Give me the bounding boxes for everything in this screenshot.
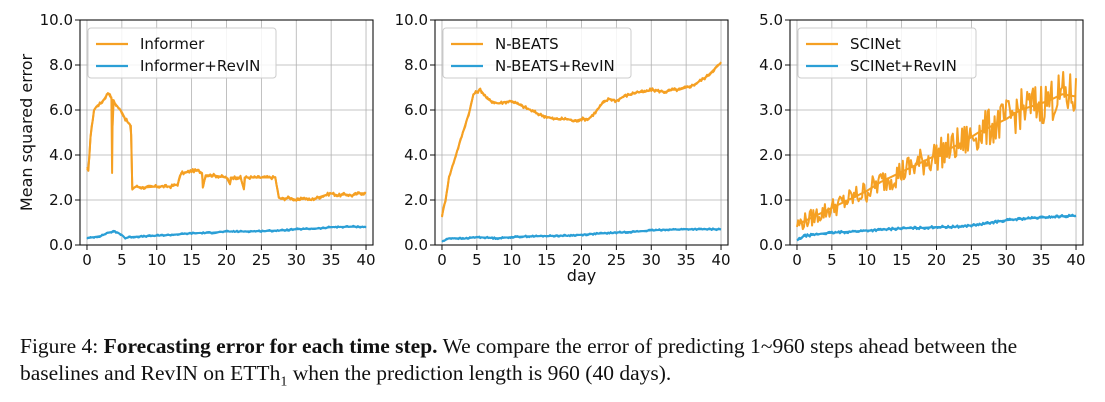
chart-panel-3: 0 5 10 15 20 25 30 35 40 0.0 1.0 2.0 3.0 4.0 5.0 SCINet…	[759, 11, 1085, 269]
chart-panel-1: 0 5 10 15 20 25 30 35 40 0.0 2.0 4.0 6.0 8.0 10.0 Mean …	[17, 11, 376, 269]
x-tick-label: 35	[1032, 251, 1051, 269]
legend-label-1: Informer	[140, 35, 205, 53]
x-tick-label: 25	[607, 251, 626, 269]
caption-title: Forecasting error for each time step.	[103, 334, 438, 358]
figure-caption: Figure 4: Forecasting error for each tim…	[20, 333, 1095, 395]
legend-box	[797, 27, 977, 79]
legend-box	[87, 27, 277, 79]
x-tick-label: 30	[997, 251, 1016, 269]
y-tick-label: 4.0	[759, 56, 783, 74]
chart-panel-2: 0 5 10 15 20 25 30 35 40 0.0 2.0 4.0 6.0 8.0 10.0 day N-…	[395, 11, 731, 285]
series-anchor-line-1	[796, 93, 1077, 226]
legend-label-2: N-BEATS+RevIN	[495, 57, 615, 75]
x-tick-label: 15	[892, 251, 911, 269]
x-tick-label: 35	[677, 251, 696, 269]
y-tick-label: 3.0	[759, 101, 783, 119]
x-tick-label: 40	[1066, 251, 1085, 269]
series-anchor-line-2	[441, 228, 721, 243]
caption-label: Figure 4:	[20, 334, 99, 358]
series-group	[86, 92, 367, 240]
series-anchor-line-2	[796, 214, 1077, 242]
series-anchor-line-1	[441, 62, 722, 217]
y-tick-label: 4.0	[404, 146, 428, 164]
x-tick-label: 20	[217, 251, 236, 269]
caption-tilde: ~	[760, 334, 773, 358]
y-tick-label: 0.0	[49, 236, 73, 254]
x-tick-label: 15	[182, 251, 201, 269]
x-tick-label: 25	[252, 251, 271, 269]
caption-text-2: 960 steps ahead between the baselines an…	[20, 334, 1018, 385]
legend-label-2: SCINet+RevIN	[850, 57, 957, 75]
series-line-1	[796, 71, 1077, 231]
x-tick-label: 20	[572, 251, 591, 269]
y-tick-label: 6.0	[404, 101, 428, 119]
y-tick-label: 2.0	[759, 146, 783, 164]
x-tick-label: 0	[792, 251, 802, 269]
chart-canvas: 0 5 10 15 20 25 30 35 40 0.0 2.0 4.0 6.0 8.0 10.0 Mean …	[17, 11, 1086, 285]
x-axis-label: day	[567, 266, 596, 285]
caption-subscript: 1	[280, 374, 288, 390]
x-tick-label: 0	[437, 251, 447, 269]
x-tick-label: 15	[537, 251, 556, 269]
y-tick-label: 8.0	[404, 56, 428, 74]
x-tick-label: 10	[502, 251, 521, 269]
y-tick-label: 10.0	[395, 11, 428, 29]
series-group	[441, 61, 722, 243]
caption-text-1: We compare the error of predicting 1	[442, 334, 761, 358]
legend-box	[442, 27, 632, 79]
x-tick-label: 40	[356, 251, 375, 269]
legend-label-2: Informer+RevIN	[140, 57, 260, 75]
x-tick-label: 5	[472, 251, 482, 269]
y-tick-label: 10.0	[40, 11, 73, 29]
y-tick-label: 4.0	[49, 146, 73, 164]
y-tick-label: 8.0	[49, 56, 73, 74]
y-tick-label: 0.0	[759, 236, 783, 254]
y-tick-label: 0.0	[404, 236, 428, 254]
x-tick-label: 40	[711, 251, 730, 269]
y-tick-label: 2.0	[404, 191, 428, 209]
series-group	[796, 71, 1077, 242]
x-tick-label: 35	[322, 251, 341, 269]
y-axis-label: Mean squared error	[17, 54, 36, 212]
series-anchor-line-1	[86, 92, 366, 201]
x-tick-label: 0	[82, 251, 92, 269]
legend-label-1: N-BEATS	[495, 35, 559, 53]
x-tick-label: 10	[147, 251, 166, 269]
x-tick-label: 10	[857, 251, 876, 269]
x-tick-label: 5	[827, 251, 837, 269]
y-tick-label: 1.0	[759, 191, 783, 209]
series-anchor-line-2	[86, 225, 367, 240]
legend-label-1: SCINet	[850, 35, 901, 53]
x-tick-label: 30	[287, 251, 306, 269]
y-tick-label: 2.0	[49, 191, 73, 209]
x-tick-label: 30	[642, 251, 661, 269]
x-tick-label: 25	[962, 251, 981, 269]
y-tick-label: 5.0	[759, 11, 783, 29]
caption-text-3: when the prediction length is 960 (40 da…	[287, 361, 672, 385]
figure: 0 5 10 15 20 25 30 35 40 0.0 2.0 4.0 6.0 8.0 10.0 Mean …	[17, 11, 1086, 285]
x-tick-label: 20	[927, 251, 946, 269]
y-tick-label: 6.0	[49, 101, 73, 119]
x-tick-label: 5	[117, 251, 127, 269]
